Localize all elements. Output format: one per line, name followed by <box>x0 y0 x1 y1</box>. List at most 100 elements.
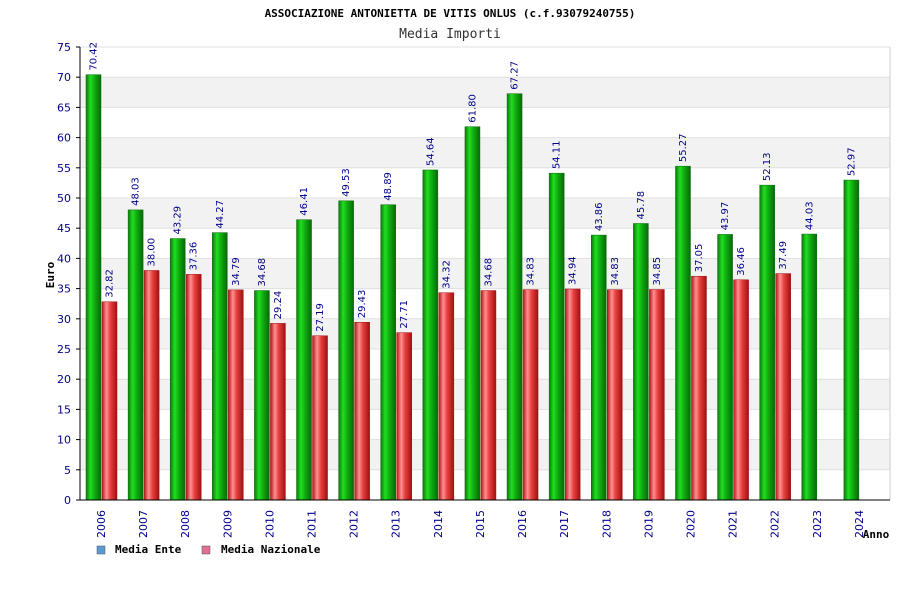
data-label: 54.64 <box>425 137 436 166</box>
bar-media-nazionale-2012 <box>354 321 370 501</box>
data-label: 49.53 <box>341 168 352 197</box>
grid-band <box>80 167 890 198</box>
bar-media-nazionale-2014 <box>438 292 455 501</box>
data-label: 29.24 <box>273 291 284 320</box>
data-label: 34.79 <box>231 257 242 286</box>
data-label: 44.03 <box>804 201 815 230</box>
data-label: 48.03 <box>131 177 142 206</box>
legend-label-media-ente: Media Ente <box>115 543 182 556</box>
bar-media-ente-2012 <box>338 200 354 501</box>
y-tick-label: 45 <box>57 222 71 235</box>
bar-media-ente-2013 <box>380 204 396 501</box>
x-tick-label: 2007 <box>137 510 150 538</box>
data-labels: 70.42 32.82 48.03 38.00 43.29 37.36 44.27 34.79… <box>89 42 858 332</box>
data-label: 36.46 <box>736 247 747 276</box>
bar-media-nazionale-2013 <box>396 332 412 501</box>
y-axis-label: Euro <box>44 261 57 288</box>
bar-media-nazionale-2008 <box>185 274 202 501</box>
x-tick-label: 2008 <box>179 510 192 538</box>
data-label: 34.83 <box>610 257 621 286</box>
x-tick-label: 2015 <box>474 510 487 538</box>
data-label: 37.05 <box>694 244 705 273</box>
chart-title: ASSOCIAZIONE ANTONIETTA DE VITIS ONLUS (… <box>265 7 636 20</box>
data-label: 70.42 <box>89 42 100 71</box>
data-label: 45.78 <box>636 191 647 220</box>
y-tick-label: 25 <box>57 343 71 356</box>
y-tick-label: 65 <box>57 101 71 114</box>
bar-media-nazionale-2021 <box>733 279 749 501</box>
bar-media-ente-2018 <box>591 234 607 501</box>
bar-media-ente-2011 <box>296 219 312 501</box>
bar-media-ente-2021 <box>717 234 733 501</box>
data-label: 55.27 <box>678 134 689 163</box>
x-tick-label: 2022 <box>769 510 782 538</box>
data-label: 34.94 <box>568 256 579 285</box>
bar-media-nazionale-2007 <box>143 270 160 501</box>
bar-media-ente-2022 <box>759 184 775 501</box>
data-label: 37.36 <box>189 242 200 271</box>
y-tick-label: 60 <box>57 132 71 145</box>
data-label: 43.86 <box>594 202 605 231</box>
data-label: 34.68 <box>257 258 268 287</box>
x-axis-ticks: 2006 2007 2008 2009 2010 2011 2012 2013 2014 2015… <box>95 510 866 538</box>
data-label: 32.82 <box>105 269 116 298</box>
x-tick-label: 2009 <box>221 510 234 538</box>
y-tick-label: 40 <box>57 252 71 265</box>
y-axis-ticks: 0 5 10 15 20 25 30 35 40 45 50 55 60 65 70 75 <box>57 41 80 507</box>
x-tick-label: 2010 <box>263 510 276 538</box>
grid-band <box>80 137 890 168</box>
x-tick-label: 2016 <box>516 510 529 538</box>
grid-band <box>80 47 890 78</box>
legend: Media Ente Media Nazionale <box>96 543 321 556</box>
data-label: 43.29 <box>173 206 184 235</box>
x-axis-label: Anno <box>863 528 890 541</box>
grid-band <box>80 198 890 229</box>
bar-media-ente-2024 <box>843 179 860 501</box>
data-label: 48.89 <box>383 172 394 201</box>
data-label: 37.49 <box>778 241 789 270</box>
y-tick-label: 0 <box>64 494 71 507</box>
x-tick-label: 2011 <box>306 510 319 538</box>
data-label: 61.80 <box>467 94 478 123</box>
bar-media-ente-2017 <box>548 172 565 501</box>
bar-media-ente-2016 <box>506 93 523 501</box>
x-tick-label: 2006 <box>95 510 108 538</box>
y-tick-label: 10 <box>57 434 71 447</box>
x-tick-label: 2019 <box>642 510 655 538</box>
data-label: 34.85 <box>652 257 663 286</box>
chart-subtitle: Media Importi <box>399 27 501 42</box>
grid-band <box>80 107 890 138</box>
data-label: 46.41 <box>299 187 310 216</box>
bar-media-nazionale-2017 <box>564 288 581 501</box>
bar-media-nazionale-2010 <box>270 323 286 501</box>
grid-band <box>80 77 890 108</box>
x-tick-label: 2013 <box>390 510 403 538</box>
x-tick-label: 2024 <box>853 510 866 538</box>
legend-label-media-nazionale: Media Nazionale <box>221 543 321 556</box>
data-label: 38.00 <box>147 238 158 267</box>
bar-media-nazionale-2019 <box>649 289 665 501</box>
y-tick-label: 50 <box>57 192 71 205</box>
data-label: 34.32 <box>441 260 452 289</box>
data-label: 27.19 <box>315 303 326 332</box>
x-tick-label: 2023 <box>811 510 824 538</box>
bar-media-nazionale-2020 <box>691 275 707 501</box>
y-tick-label: 30 <box>57 313 71 326</box>
bar-media-ente-2023 <box>801 233 818 501</box>
data-label: 52.97 <box>846 147 857 176</box>
x-tick-label: 2012 <box>348 510 361 538</box>
data-label: 29.43 <box>357 290 368 319</box>
data-label: 54.11 <box>552 141 563 170</box>
bar-media-ente-2020 <box>675 165 691 501</box>
data-label: 44.27 <box>215 200 226 229</box>
x-tick-label: 2018 <box>600 510 613 538</box>
data-label: 43.97 <box>720 202 731 231</box>
x-tick-label: 2014 <box>432 510 445 538</box>
y-tick-label: 15 <box>57 403 71 416</box>
bar-media-ente-2019 <box>633 223 649 501</box>
bar-media-ente-2015 <box>464 126 481 501</box>
legend-swatch-media-nazionale <box>201 545 211 555</box>
bar-media-nazionale-2018 <box>607 289 623 501</box>
y-tick-label: 55 <box>57 162 71 175</box>
